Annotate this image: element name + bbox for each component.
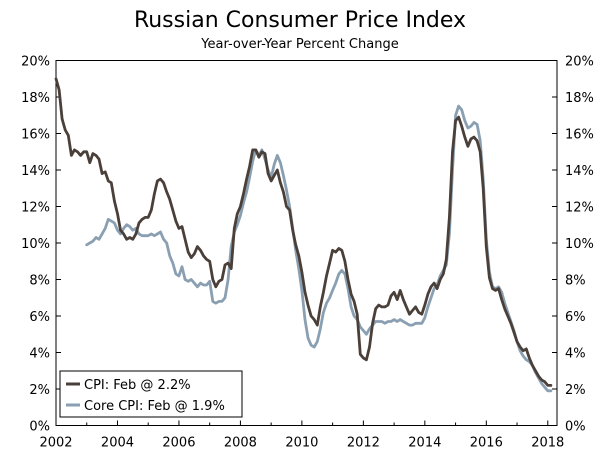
x-tick-label: 2004 — [101, 436, 134, 451]
y-tick-label-left: 0% — [29, 420, 50, 435]
y-tick-label-right: 2% — [565, 383, 586, 398]
x-tick-label: 2014 — [408, 436, 441, 451]
y-tick-label-left: 6% — [29, 310, 50, 325]
y-tick-label-right: 8% — [565, 274, 586, 289]
legend-box — [59, 370, 243, 418]
y-tick-label-left: 8% — [29, 274, 50, 289]
chart-subtitle: Year-over-Year Percent Change — [201, 37, 399, 52]
y-tick-label-right: 6% — [565, 310, 586, 325]
y-tick-label-left: 18% — [21, 91, 50, 106]
y-tick-label-right: 20% — [565, 55, 594, 70]
y-tick-label-left: 2% — [29, 383, 50, 398]
series-group — [54, 77, 553, 393]
x-axis: 2002 2004 2006 2008 2010 2012 2014 2016 2018 — [39, 420, 564, 451]
x-tick-label: 2018 — [531, 436, 564, 451]
chart-title: Russian Consumer Price Index — [133, 8, 467, 33]
y-tick-label-left: 14% — [21, 164, 50, 179]
series-line-cpi — [54, 77, 553, 387]
y-tick-label-left: 12% — [21, 201, 50, 216]
y-tick-label-right: 12% — [565, 201, 594, 216]
y-tick-label-right: 0% — [565, 420, 586, 435]
series-line-core-cpi — [85, 104, 553, 393]
y-tick-label-left: 10% — [21, 237, 50, 252]
x-tick-label: 2016 — [470, 436, 503, 451]
x-tick-label: 2002 — [39, 436, 72, 451]
y-axis: 0% 0% 2% 2% 4% 4% 6% 6% 8% 8% 10% 10% 12% 12% 14% 14% 16… — [21, 55, 594, 435]
y-tick-label-left: 16% — [21, 128, 50, 143]
y-tick-label-right: 4% — [565, 347, 586, 362]
x-tick-label: 2006 — [162, 436, 195, 451]
y-tick-label-right: 16% — [565, 128, 594, 143]
x-tick-label: 2008 — [224, 436, 257, 451]
x-tick-label: 2010 — [285, 436, 318, 451]
y-tick-label-left: 4% — [29, 347, 50, 362]
y-tick-label-right: 14% — [565, 164, 594, 179]
legend-label-cpi: CPI: Feb @ 2.2% — [84, 378, 191, 393]
x-tick-label: 2012 — [347, 436, 380, 451]
legend-label-core-cpi: Core CPI: Feb @ 1.9% — [84, 399, 225, 414]
y-tick-label-left: 20% — [21, 55, 50, 70]
legend: CPI: Feb @ 2.2% Core CPI: Feb @ 1.9% — [59, 370, 243, 418]
y-tick-label-right: 10% — [565, 237, 594, 252]
y-tick-label-right: 18% — [565, 91, 594, 106]
